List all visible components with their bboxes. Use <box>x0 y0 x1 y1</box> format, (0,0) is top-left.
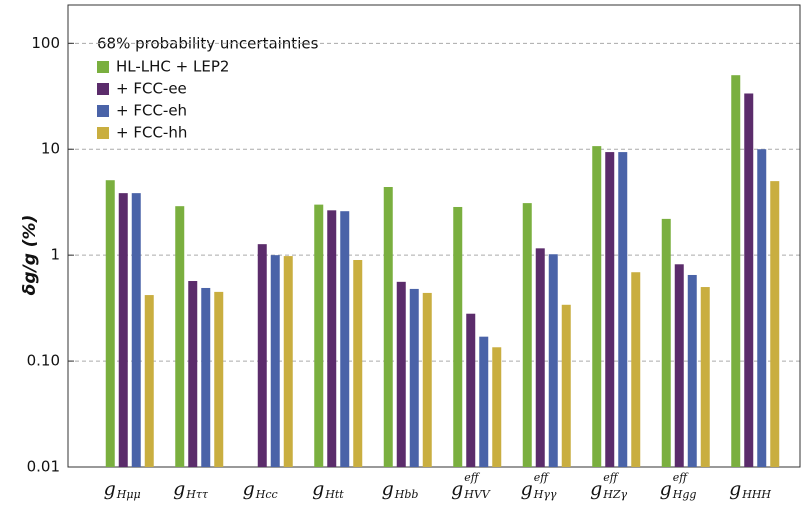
x-tick-label: g HHH <box>729 478 771 501</box>
bar <box>770 181 780 467</box>
bar <box>492 347 502 467</box>
bar <box>105 180 115 467</box>
bar <box>396 281 406 467</box>
bar <box>535 248 545 467</box>
bar <box>757 149 767 467</box>
label-main: g <box>451 478 463 500</box>
bar <box>283 256 293 467</box>
label-main: g <box>521 478 533 500</box>
bar <box>687 274 697 467</box>
x-tick-label: g Hgg eff <box>660 471 697 501</box>
bar <box>592 146 602 467</box>
bar <box>466 313 476 467</box>
bar <box>118 193 128 467</box>
label-sub: Hγγ <box>533 488 557 501</box>
label-sub: Hbb <box>394 488 419 501</box>
x-tick-label: g Hcc <box>243 478 278 501</box>
label-sub: Hμμ <box>116 488 141 501</box>
bar <box>314 204 324 467</box>
legend-label: + FCC-ee <box>116 80 187 98</box>
legend-swatch <box>97 127 109 139</box>
bar <box>257 244 267 467</box>
bar <box>383 187 393 467</box>
y-tick-label: 0.01 <box>27 458 60 476</box>
x-tick-label: g Hττ <box>173 478 209 501</box>
label-main: g <box>590 478 602 500</box>
legend-label: + FCC-hh <box>116 124 187 142</box>
bar <box>731 75 741 467</box>
label-main: g <box>312 478 324 500</box>
legend-swatch <box>97 105 109 117</box>
legend-swatch <box>97 61 109 73</box>
bar <box>453 206 463 468</box>
y-axis-label: δg/g (%) <box>20 215 40 296</box>
label-sub: Hττ <box>185 488 209 501</box>
label-sup: eff <box>603 471 620 484</box>
bar <box>631 272 641 467</box>
legend-label: + FCC-eh <box>116 102 187 120</box>
y-tick-label: 0.10 <box>27 352 60 370</box>
x-tick-label: g HZγ eff <box>590 471 627 501</box>
bar <box>479 336 489 467</box>
label-main: g <box>243 478 255 500</box>
bar <box>744 93 754 467</box>
label-sub: HHH <box>741 488 771 501</box>
y-tick-label: 1 <box>50 246 60 264</box>
bar <box>214 291 224 467</box>
x-tick-label: g Hμμ <box>104 478 141 501</box>
label-main: g <box>660 478 672 500</box>
bar <box>131 193 141 467</box>
y-tick-label: 100 <box>31 34 60 52</box>
label-sub: Hcc <box>255 488 278 501</box>
label-sub: Hgg <box>672 488 697 501</box>
plot-frame <box>67 4 801 468</box>
x-tick-label: g Hbb <box>382 478 419 501</box>
bar <box>144 295 154 467</box>
x-tick-label: g Hγγ eff <box>521 471 557 501</box>
bar <box>175 206 185 467</box>
bar <box>201 287 211 467</box>
bar <box>422 292 432 467</box>
bar <box>522 203 532 467</box>
bar <box>353 260 363 467</box>
label-sup: eff <box>673 471 690 484</box>
label-main: g <box>104 478 116 500</box>
x-tick-label: g HVV eff <box>451 471 491 501</box>
label-sup: eff <box>464 471 481 484</box>
bar <box>674 264 684 467</box>
y-tick-label: 10 <box>41 140 60 158</box>
legend-label: HL-LHC + LEP2 <box>116 58 229 76</box>
legend-swatch <box>97 83 109 95</box>
label-main: g <box>382 478 394 500</box>
bar <box>605 152 615 468</box>
bar <box>188 281 198 467</box>
bar <box>340 211 350 467</box>
bar <box>270 255 280 467</box>
label-sub: Htt <box>324 488 344 501</box>
bar <box>327 210 337 467</box>
x-tick-label: g Htt <box>312 478 344 501</box>
label-main: g <box>729 478 741 500</box>
bar <box>548 254 558 467</box>
bar <box>409 288 419 467</box>
label-sub: HZγ <box>602 488 627 501</box>
label-main: g <box>173 478 185 500</box>
legend-title: 68% probability uncertainties <box>97 35 319 53</box>
bar <box>700 287 710 467</box>
bar <box>561 304 571 467</box>
label-sub: HVV <box>463 488 491 501</box>
label-sup: eff <box>534 471 551 484</box>
bar <box>618 152 628 468</box>
bar <box>661 218 671 467</box>
